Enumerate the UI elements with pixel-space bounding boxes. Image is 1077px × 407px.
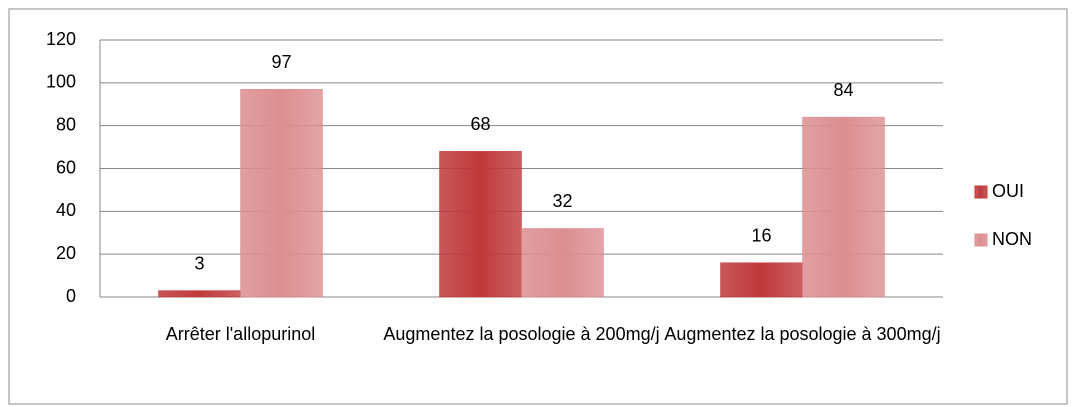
legend-swatch (974, 233, 988, 247)
y-tick-label: 80 (56, 114, 76, 134)
y-tick-label: 100 (46, 72, 76, 92)
y-tick-label: 0 (66, 286, 76, 306)
y-tick-label: 40 (56, 200, 76, 220)
x-tick-label: Augmentez la posologie à 300mg/j (664, 324, 941, 344)
legend-label: NON (992, 229, 1032, 249)
data-label: 68 (470, 114, 490, 134)
y-tick-label: 60 (56, 157, 76, 177)
data-label: 16 (751, 225, 771, 245)
data-label: 97 (271, 52, 291, 72)
bar (720, 262, 803, 298)
x-tick-label: Arrêter l'allopurinol (165, 324, 316, 344)
legend-swatch (974, 185, 988, 199)
data-label: 32 (552, 191, 572, 211)
data-label: 3 (194, 253, 204, 273)
bar (158, 290, 241, 298)
y-tick-label: 20 (56, 243, 76, 263)
legend-label: OUI (992, 181, 1024, 201)
bar (521, 228, 604, 298)
bar (439, 151, 522, 298)
bar (802, 116, 885, 298)
y-tick-label: 120 (46, 29, 76, 49)
x-tick-label: Augmentez la posologie à 200mg/j (383, 324, 660, 344)
bar (240, 89, 323, 298)
data-label: 84 (833, 80, 853, 100)
chart-border (8, 8, 1068, 405)
